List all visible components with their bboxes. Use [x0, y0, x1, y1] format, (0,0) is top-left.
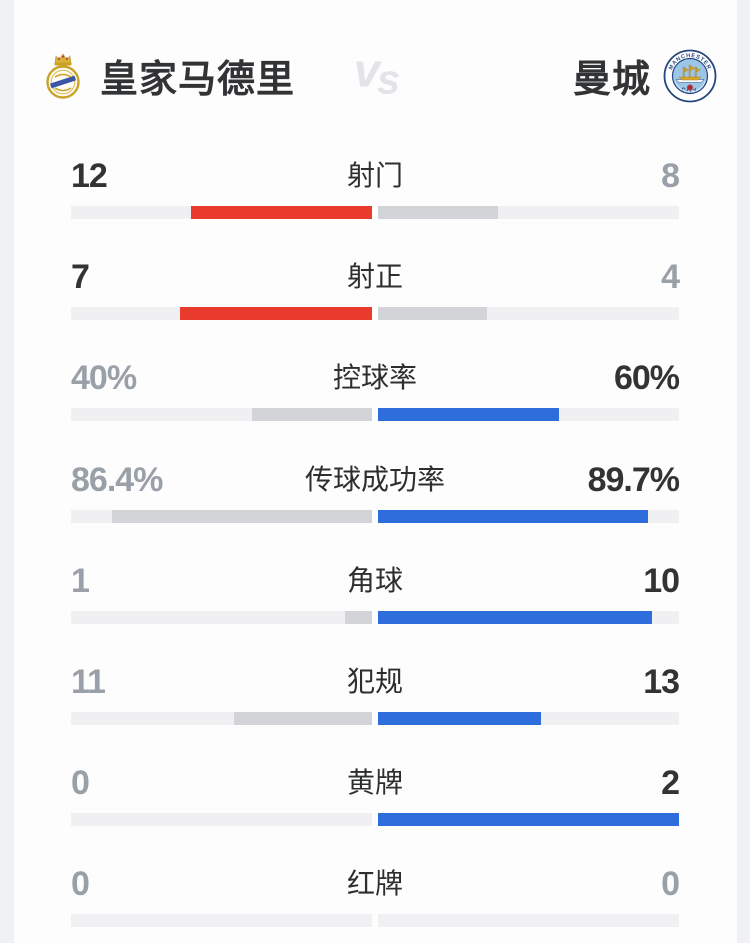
home-bar-fill [111, 509, 372, 523]
real-madrid-crest-icon [46, 52, 80, 99]
home-team-name: 皇家马德里 [100, 59, 296, 101]
stat-line: 0 黄牌 2 [71, 764, 680, 803]
home-bar-fill [234, 711, 372, 725]
away-value: 60% [613, 359, 680, 398]
away-bar-fill [378, 509, 648, 523]
away-bar-fill [378, 307, 488, 321]
away-bar-track [378, 307, 679, 321]
home-team: 皇家马德里 [46, 48, 295, 103]
home-value: 7 [71, 258, 90, 297]
stat-label: 红牌 [347, 868, 404, 900]
stat-bar [71, 408, 679, 422]
stats-list: 12 射门 8 7 射正 4 40% [14, 133, 737, 943]
away-bar-fill [378, 206, 499, 219]
away-bar-track [378, 408, 679, 422]
away-value: 8 [661, 157, 680, 195]
stat-label: 黄牌 [347, 767, 404, 799]
stat-label: 射正 [347, 261, 404, 293]
home-bar-track [71, 307, 372, 321]
away-value: 13 [643, 662, 680, 701]
away-value: 89.7% [587, 460, 680, 499]
away-value: 4 [661, 258, 680, 297]
stat-row: 1 角球 10 [14, 538, 737, 639]
stat-bar [71, 307, 679, 321]
home-bar-track [71, 206, 372, 219]
away-bar-track [378, 206, 679, 219]
home-bar-fill [251, 408, 372, 422]
stat-label: 角球 [347, 564, 404, 596]
home-value: 11 [71, 662, 106, 701]
stat-label: 射门 [347, 160, 404, 191]
home-value: 12 [71, 157, 108, 195]
away-value: 2 [661, 764, 680, 803]
stat-line: 7 射正 4 [71, 258, 680, 297]
stat-line: 12 射门 8 [71, 157, 680, 195]
away-value: 10 [643, 561, 680, 600]
home-bar-track [71, 610, 372, 624]
home-bar-fill [344, 610, 372, 624]
stat-line: 40% 控球率 60% [71, 359, 680, 398]
home-value: 0 [71, 865, 90, 904]
away-bar-track [378, 711, 679, 725]
home-bar-track [71, 408, 372, 422]
home-bar-track [71, 711, 372, 725]
stat-line: 1 角球 10 [71, 561, 680, 600]
stat-bar [71, 711, 679, 725]
away-bar-fill [378, 813, 679, 827]
stat-bar [71, 610, 679, 624]
home-bar-fill [180, 307, 372, 321]
svg-text:CITY: CITY [680, 86, 700, 94]
home-bar-track [71, 914, 372, 928]
home-value: 86.4% [71, 460, 163, 499]
stat-label: 犯规 [347, 665, 404, 697]
stat-row: 0 黄牌 2 [14, 740, 737, 841]
match-header: 皇家马德里 vs 曼城 MANCHESTER CITY [14, 0, 737, 133]
manchester-city-badge-icon: MANCHESTER CITY [663, 49, 717, 102]
stat-row: 40% 控球率 60% [14, 335, 737, 436]
away-value: 0 [661, 865, 680, 904]
home-value: 40% [71, 359, 137, 398]
stat-bar [71, 509, 679, 523]
stat-row: 11 犯规 13 [14, 639, 737, 740]
stat-line: 0 红牌 0 [71, 865, 680, 904]
match-stats-panel: 皇家马德里 vs 曼城 MANCHESTER CITY [14, 0, 737, 943]
stat-label: 控球率 [333, 362, 418, 394]
home-value: 0 [71, 764, 90, 803]
away-bar-track [378, 610, 679, 624]
away-bar-fill [378, 610, 652, 624]
away-bar-fill [378, 408, 559, 422]
stat-label: 传球成功率 [305, 463, 446, 495]
stat-row: 7 射正 4 [14, 234, 737, 335]
stat-row: 86.4% 传球成功率 89.7% [14, 437, 737, 538]
stat-bar [71, 813, 679, 827]
away-team-name: 曼城 [572, 59, 651, 101]
home-bar-track [71, 813, 372, 827]
away-team: 曼城 MANCHESTER CITY [573, 48, 717, 103]
away-bar-track [378, 813, 679, 827]
stat-line: 11 犯规 13 [71, 662, 680, 701]
stat-bar [71, 914, 679, 928]
vs-label: vs [353, 42, 401, 102]
away-bar-track [378, 914, 679, 928]
away-bar-fill [378, 711, 542, 725]
home-bar-fill [191, 206, 372, 219]
home-value: 1 [71, 561, 90, 600]
stat-bar [71, 206, 679, 219]
away-bar-track [378, 509, 679, 523]
stat-line: 86.4% 传球成功率 89.7% [71, 460, 680, 499]
stat-row: 12 射门 8 [14, 133, 737, 234]
stat-row: 0 红牌 0 [14, 841, 737, 942]
home-bar-track [71, 509, 372, 523]
